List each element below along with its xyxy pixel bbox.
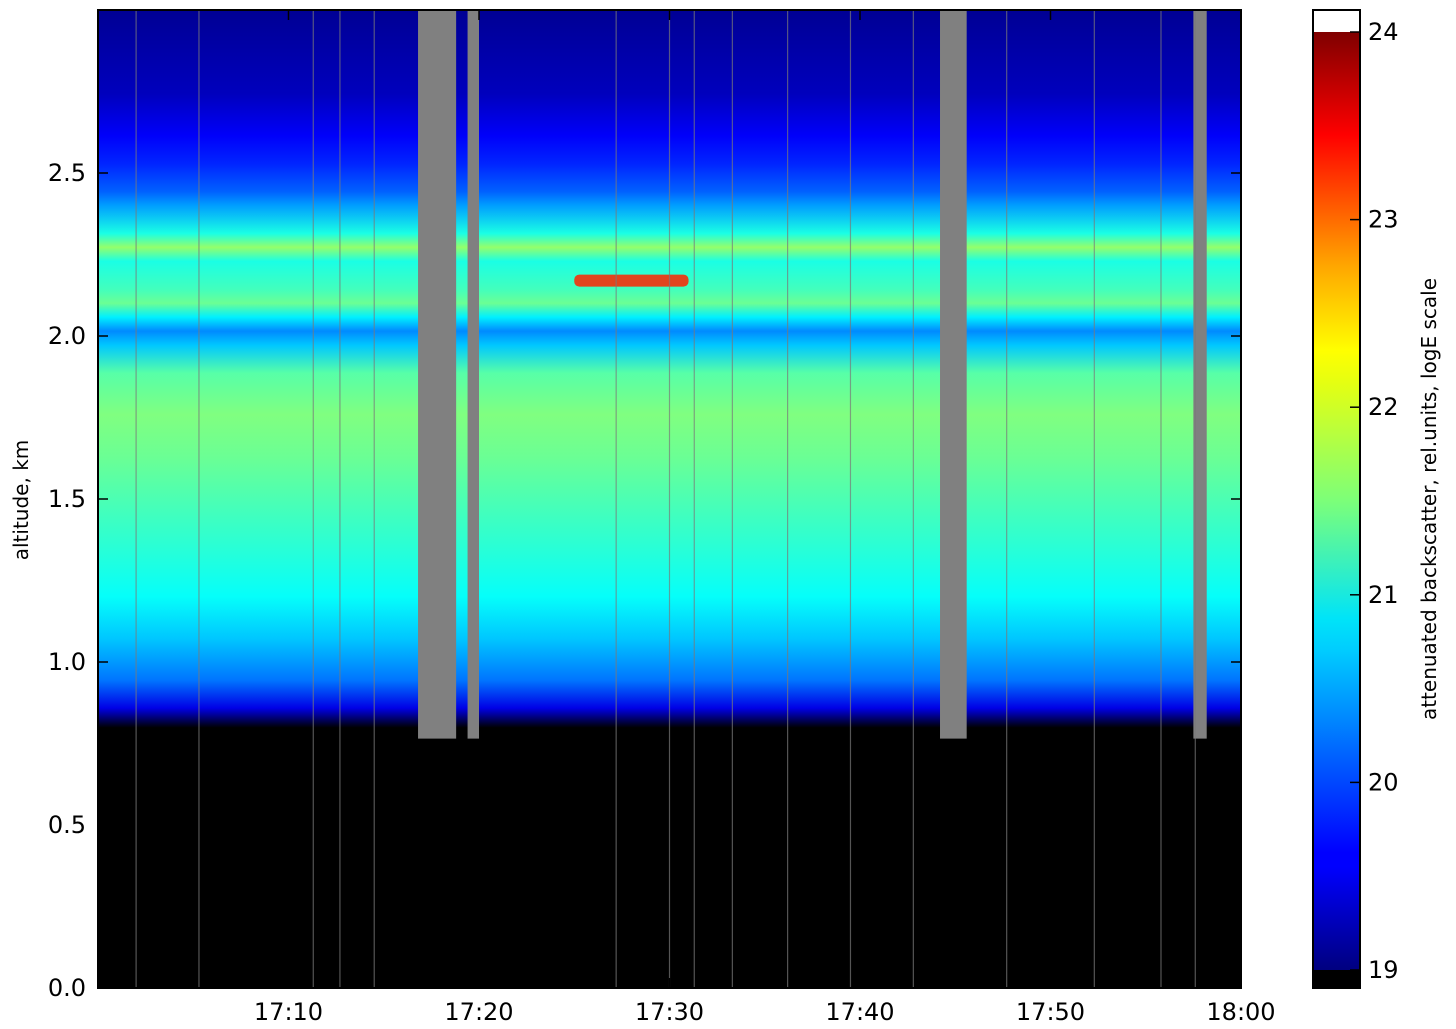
colorbar-tick-label: 23 xyxy=(1368,206,1399,234)
colorbar-above-range xyxy=(1313,10,1360,32)
colorbar-below-range xyxy=(1313,970,1360,988)
y-tick-label: 1.5 xyxy=(48,485,86,513)
colorbar-tick-label: 22 xyxy=(1368,393,1399,421)
x-tick-label: 17:50 xyxy=(1016,998,1085,1026)
colorbar-frame xyxy=(1312,9,1361,989)
colorbar-gradient-bar xyxy=(1313,32,1360,970)
no-data-column xyxy=(1193,10,1207,739)
x-axis: 17:10 17:20 17:30 17:40 17:50 18:00 xyxy=(254,10,1276,1026)
x-tick-label: 17:10 xyxy=(254,998,323,1026)
no-data-column xyxy=(940,10,967,739)
y-tick-label: 0.0 xyxy=(48,974,86,1002)
colorbar: 19 20 21 22 23 24 xyxy=(1312,9,1399,989)
no-data-columns xyxy=(418,10,1207,739)
colorbar-label: attenuated backscatter, rel.units, logE … xyxy=(1417,278,1441,720)
max-value-layer xyxy=(574,274,689,287)
x-tick-label: 18:00 xyxy=(1206,998,1275,1026)
y-tick-label: 2.0 xyxy=(48,322,86,350)
y-axis: 0.0 0.5 1.0 1.5 2.0 2.5 xyxy=(48,159,1241,1002)
no-data-column xyxy=(418,10,457,739)
y-tick-label: 1.0 xyxy=(48,648,86,676)
y-tick-label: 0.5 xyxy=(48,811,86,839)
x-tick-label: 17:40 xyxy=(825,998,894,1026)
no-data-column xyxy=(467,10,479,739)
colorbar-tick-label: 19 xyxy=(1368,956,1399,984)
y-tick-label: 2.5 xyxy=(48,159,86,187)
x-tick-label: 17:20 xyxy=(444,998,513,1026)
heatmap-area xyxy=(98,10,1241,988)
x-tick-label: 17:30 xyxy=(635,998,704,1026)
colorbar-tick-label: 20 xyxy=(1368,768,1399,796)
colorbar-ticks: 19 20 21 22 23 24 xyxy=(1350,18,1399,984)
vertical-streaks xyxy=(135,10,1196,988)
y-axis-label: altitude, km xyxy=(9,440,33,561)
colorbar-tick-label: 24 xyxy=(1368,18,1399,46)
colorbar-tick-label: 21 xyxy=(1368,581,1399,609)
